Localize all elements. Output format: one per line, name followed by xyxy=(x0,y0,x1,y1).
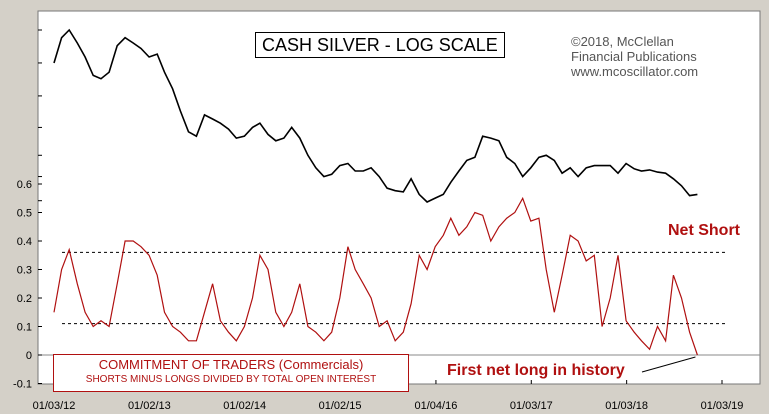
x-tick-label: 01/03/17 xyxy=(510,400,553,412)
credit-line-2: Financial Publications xyxy=(571,49,697,64)
y-tick-label: 0.4 xyxy=(17,236,32,248)
series-group xyxy=(53,28,698,373)
y-tick-label: 0.6 xyxy=(17,179,32,191)
x-tick-label: 01/03/19 xyxy=(701,400,744,412)
y-axis: 0.6 0.5 0.4 0.3 0.2 0.1 0 -0.1 xyxy=(13,29,42,391)
silver-line xyxy=(53,28,698,203)
y-tick-label: 0 xyxy=(26,350,32,362)
credit-line-1: ©2018, McClellan xyxy=(571,34,674,49)
x-tick-label: 01/03/12 xyxy=(33,400,76,412)
credit-line-3: www.mcoscillator.com xyxy=(571,64,699,79)
x-tick-label: 01/02/13 xyxy=(128,400,171,412)
plot-area xyxy=(37,10,761,385)
cot-line xyxy=(53,196,698,356)
cot-label-line-1: COMMITMENT OF TRADERS (Commercials) xyxy=(98,357,364,372)
first-net-long-label: First net long in history xyxy=(447,362,625,379)
x-tick-label: 01/04/16 xyxy=(415,400,458,412)
chart-title: CASH SILVER - LOG SCALE xyxy=(255,32,505,58)
y-tick-label: 0.3 xyxy=(17,265,32,277)
y-tick-label: 0.5 xyxy=(17,208,32,220)
credit-text: ©2018, McClellan Financial Publications … xyxy=(571,34,698,79)
y-tick-label: -0.1 xyxy=(13,379,32,391)
x-axis: 01/03/12 01/02/13 01/02/14 01/02/15 01/04/16… xyxy=(33,380,744,412)
net-short-label: Net Short xyxy=(668,222,740,239)
y-tick-label: 0.2 xyxy=(17,293,32,305)
cot-label-box: COMMITMENT OF TRADERS (Commercials) SHOR… xyxy=(53,354,409,392)
annotation-pointer xyxy=(641,356,696,373)
x-tick-label: 01/03/18 xyxy=(605,400,648,412)
x-tick-label: 01/02/15 xyxy=(319,400,362,412)
y-tick-label: 0.1 xyxy=(17,322,32,334)
x-tick-label: 01/02/14 xyxy=(223,400,266,412)
cot-label-line-2: SHORTS MINUS LONGS DIVIDED BY TOTAL OPEN… xyxy=(85,374,377,385)
